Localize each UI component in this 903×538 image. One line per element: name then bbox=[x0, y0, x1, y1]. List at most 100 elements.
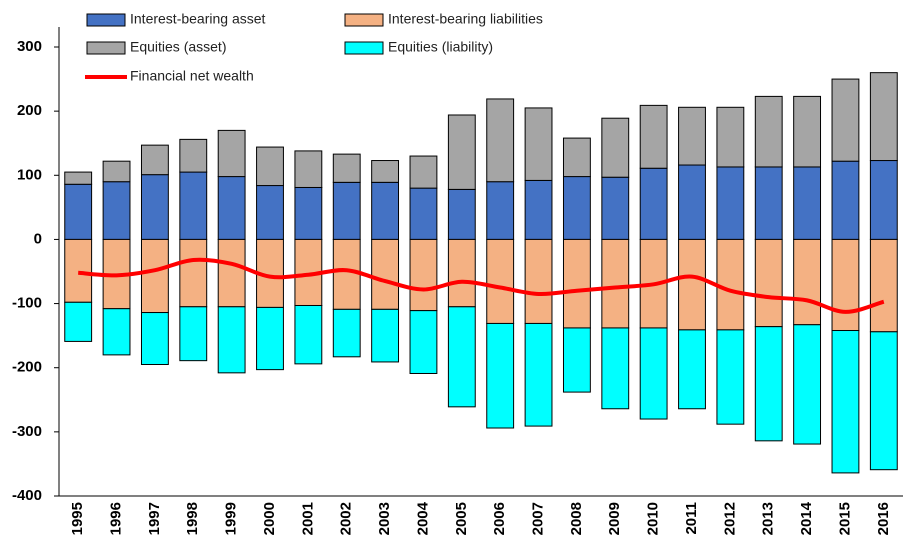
x-tick-label: 2016 bbox=[875, 502, 892, 535]
legend-label: Equities (asset) bbox=[130, 39, 226, 55]
x-tick-label: 2001 bbox=[299, 502, 316, 535]
legend-label: Financial net wealth bbox=[130, 68, 254, 84]
bar bbox=[716, 238, 745, 331]
legend-swatch bbox=[86, 13, 126, 27]
bar bbox=[64, 301, 93, 342]
bar bbox=[409, 155, 438, 189]
bar bbox=[217, 238, 246, 308]
x-tick-label: 1999 bbox=[223, 502, 240, 535]
bar bbox=[562, 327, 591, 393]
bar bbox=[332, 308, 361, 358]
bar bbox=[601, 327, 630, 410]
bar bbox=[754, 326, 783, 442]
bar bbox=[831, 238, 860, 332]
x-tick-label: 2010 bbox=[645, 502, 662, 535]
bar bbox=[562, 238, 591, 329]
legend-swatch bbox=[86, 41, 126, 55]
bar bbox=[486, 181, 515, 240]
bar bbox=[102, 181, 131, 240]
bar bbox=[601, 117, 630, 178]
bar bbox=[869, 72, 898, 162]
bar bbox=[793, 324, 822, 445]
bar bbox=[678, 164, 706, 240]
bar bbox=[869, 160, 898, 240]
bar bbox=[601, 238, 630, 329]
line bbox=[78, 257, 885, 314]
bar bbox=[332, 153, 361, 183]
bar bbox=[256, 306, 284, 371]
bar bbox=[102, 160, 131, 183]
bar bbox=[447, 306, 476, 408]
bar bbox=[140, 144, 169, 176]
bar bbox=[217, 306, 246, 374]
bar bbox=[754, 238, 783, 328]
bar bbox=[294, 304, 323, 365]
bar bbox=[371, 308, 400, 363]
bar bbox=[486, 98, 515, 183]
bar bbox=[409, 187, 438, 240]
bar bbox=[562, 137, 591, 178]
y-tick-label: 100 bbox=[17, 166, 42, 183]
x-tick-label: 2003 bbox=[376, 502, 393, 535]
bar bbox=[678, 238, 706, 331]
bar bbox=[217, 176, 246, 240]
bar bbox=[716, 329, 745, 425]
x-tick-label: 2011 bbox=[683, 502, 700, 535]
bar bbox=[179, 171, 208, 240]
x-tick-label: 2007 bbox=[530, 502, 547, 535]
bar bbox=[256, 185, 284, 240]
bar bbox=[64, 183, 93, 240]
bar bbox=[447, 114, 476, 190]
bar bbox=[332, 181, 361, 240]
x-tick-label: 1997 bbox=[146, 502, 163, 535]
bar bbox=[256, 146, 284, 187]
legend-swatch bbox=[344, 13, 384, 27]
bar bbox=[64, 238, 93, 303]
bar bbox=[447, 238, 476, 308]
y-tick-label: -300 bbox=[12, 423, 42, 440]
bar bbox=[524, 238, 553, 324]
bar bbox=[869, 331, 898, 471]
bar bbox=[524, 322, 553, 427]
bar bbox=[639, 327, 668, 420]
legend-label: Equities (liability) bbox=[388, 39, 493, 55]
bar bbox=[371, 238, 400, 310]
x-tick-label: 2014 bbox=[798, 501, 815, 535]
legend-label: Interest-bearing liabilities bbox=[388, 11, 543, 27]
bar bbox=[332, 238, 361, 310]
bar bbox=[793, 238, 822, 326]
y-tick-label: 200 bbox=[17, 102, 42, 119]
bar bbox=[217, 129, 246, 178]
bar bbox=[140, 312, 169, 366]
x-tick-label: 2013 bbox=[760, 502, 777, 535]
bar bbox=[447, 188, 476, 240]
bar bbox=[678, 106, 706, 166]
bar bbox=[793, 166, 822, 240]
bar bbox=[409, 310, 438, 374]
bar bbox=[409, 238, 438, 312]
x-tick-label: 2009 bbox=[606, 502, 623, 535]
bar bbox=[678, 329, 706, 410]
bar bbox=[716, 166, 745, 240]
bar bbox=[371, 181, 400, 240]
bar bbox=[179, 306, 208, 362]
bar bbox=[754, 166, 783, 240]
bar bbox=[639, 167, 668, 240]
bar bbox=[486, 238, 515, 324]
bar bbox=[716, 106, 745, 168]
bar bbox=[831, 330, 860, 474]
bar bbox=[524, 107, 553, 181]
y-tick-label: -400 bbox=[12, 487, 42, 504]
bar bbox=[179, 138, 208, 173]
bar bbox=[793, 95, 822, 168]
y-tick-label: -200 bbox=[12, 359, 42, 376]
x-tick-label: 2008 bbox=[568, 502, 585, 535]
x-tick-label: 1995 bbox=[69, 502, 86, 535]
bar bbox=[639, 104, 668, 169]
bar bbox=[371, 160, 400, 183]
legend-swatch bbox=[344, 41, 384, 55]
bar bbox=[294, 186, 323, 240]
x-tick-label: 2012 bbox=[721, 502, 738, 535]
bar bbox=[140, 238, 169, 314]
